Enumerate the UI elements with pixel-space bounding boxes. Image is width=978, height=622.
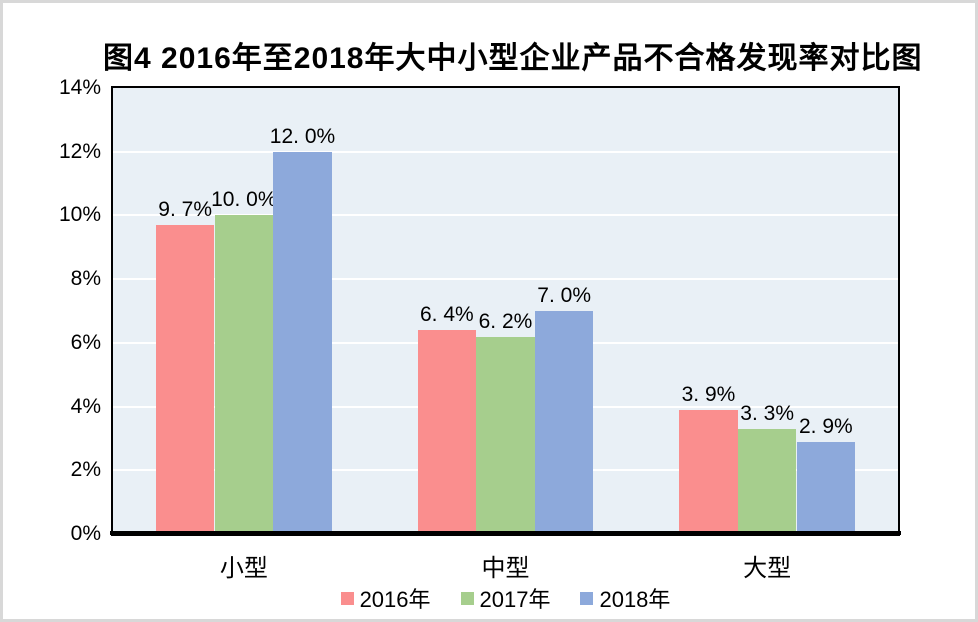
x-axis-category-label: 小型 bbox=[219, 555, 268, 582]
legend-label: 2018年 bbox=[599, 587, 671, 612]
bar-series2-cat0: 12. 0% bbox=[270, 125, 335, 534]
x-axis-line bbox=[110, 531, 901, 535]
chart-title: 图4 2016年至2018年大中小型企业产品不合格发现率对比图 bbox=[103, 42, 923, 75]
bar-value-label: 12. 0% bbox=[269, 124, 336, 148]
legend-item: 2017年 bbox=[460, 582, 551, 614]
y-axis-tick-label: 2% bbox=[70, 458, 101, 482]
bar-value-label: 3. 9% bbox=[681, 382, 736, 406]
y-axis-tick-label: 8% bbox=[70, 267, 101, 291]
legend-swatch-icon bbox=[460, 591, 474, 605]
gridline bbox=[113, 150, 898, 153]
y-axis-tick-label: 14% bbox=[58, 76, 101, 99]
bar-series1-cat0: 10. 0% bbox=[211, 188, 277, 534]
bar-value-label: 6. 2% bbox=[478, 309, 533, 333]
legend-label: 2016年 bbox=[359, 587, 431, 612]
y-axis-tick-label: 4% bbox=[70, 394, 101, 418]
x-axis-category-label: 中型 bbox=[481, 555, 530, 582]
x-axis-category-label: 大型 bbox=[743, 555, 792, 582]
gridline bbox=[113, 214, 898, 217]
y-axis-tick-label: 0% bbox=[70, 522, 101, 545]
legend-item: 2018年 bbox=[580, 582, 670, 614]
bar-series1-cat2: 3. 3% bbox=[737, 402, 797, 534]
legend-swatch-icon bbox=[580, 591, 594, 605]
bar-value-label: 7. 0% bbox=[537, 284, 592, 307]
legend: 2016年 2017年 2018年 bbox=[113, 582, 898, 614]
bar-value-label: 6. 4% bbox=[419, 303, 474, 327]
bar-value-label: 10. 0% bbox=[211, 188, 277, 212]
gridline bbox=[113, 278, 898, 281]
bar-series0-cat2: 3. 9% bbox=[679, 383, 738, 534]
y-axis-tick-label: 6% bbox=[70, 330, 101, 354]
legend-label: 2017年 bbox=[479, 587, 551, 612]
bar-series2-cat1: 7. 0% bbox=[534, 284, 594, 534]
plot-area: 9. 7% 10. 0% 12. 0% 6. 4% 6. 2% 7. 0% 3. 9% 3. … bbox=[113, 88, 898, 534]
y-axis-tick-label: 12% bbox=[58, 139, 101, 163]
bar-series0-cat1: 6. 4% bbox=[417, 303, 477, 534]
bar-series0-cat0: 9. 7% bbox=[155, 198, 215, 534]
bar-value-label: 2. 9% bbox=[798, 414, 853, 438]
bar-value-label: 3. 3% bbox=[740, 401, 795, 425]
bar-series1-cat1: 6. 2% bbox=[476, 310, 535, 534]
legend-item: 2016年 bbox=[340, 582, 431, 614]
bar-value-label: 9. 7% bbox=[158, 198, 213, 221]
bar-series2-cat2: 2. 9% bbox=[796, 415, 856, 534]
legend-swatch-icon bbox=[340, 591, 354, 605]
y-axis-tick-label: 10% bbox=[58, 203, 101, 227]
